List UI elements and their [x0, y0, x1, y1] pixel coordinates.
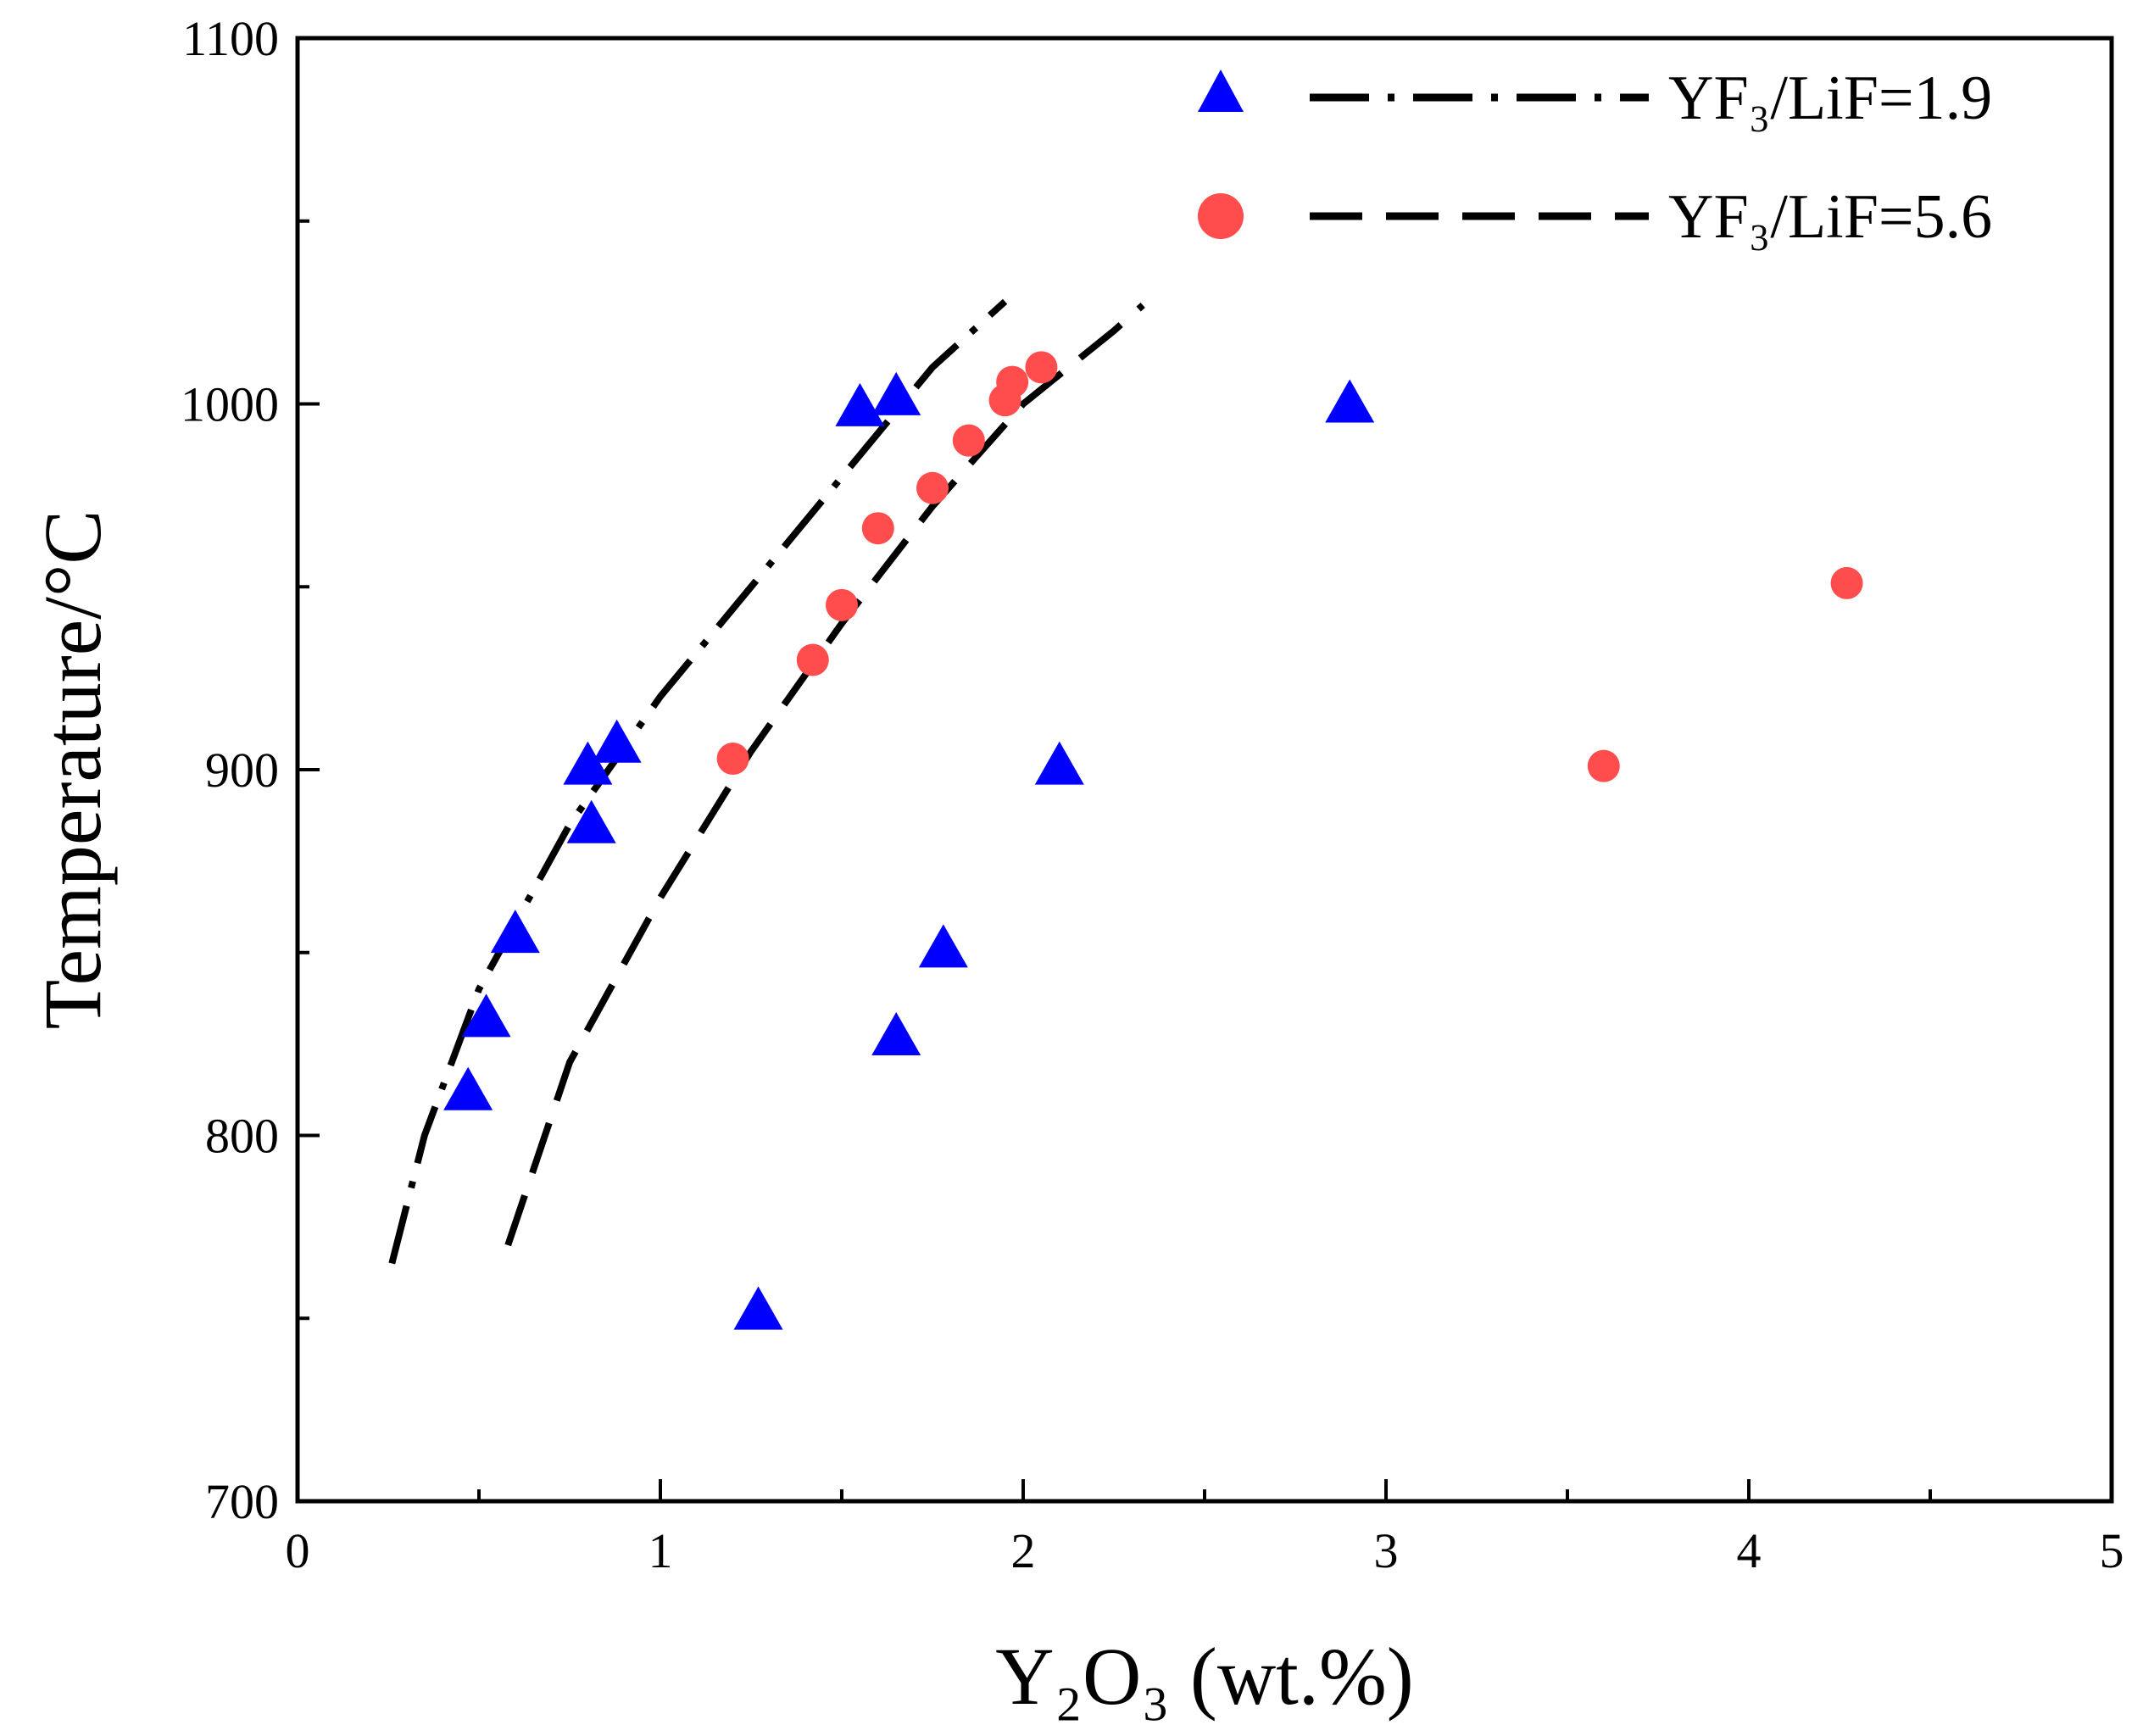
- data-point-series-1: [461, 993, 511, 1038]
- legend-label-series-1: YF₃/LiF=1.9: [1668, 64, 1992, 133]
- legend: YF₃/LiF=1.9 YF₃/LiF=5.6: [1198, 64, 1992, 252]
- fit-curves: [388, 298, 1145, 1265]
- data-point-series-2: [1830, 566, 1863, 599]
- data-point-series-2: [716, 743, 749, 776]
- y-axis-title: Temperature/°C: [27, 510, 118, 1030]
- x-tick-label: 2: [1011, 1523, 1036, 1578]
- x-tick-label: 0: [286, 1523, 310, 1578]
- data-point-series-1: [566, 799, 616, 843]
- y-tick-label: 1000: [181, 377, 279, 432]
- data-point-series-1: [563, 741, 613, 785]
- x-axis-title: Y₂O₃ (wt.%): [995, 1631, 1414, 1722]
- fit-curve-series-1: [388, 298, 1008, 1265]
- data-point-series-1: [871, 1011, 921, 1055]
- x-tick-label: 5: [2100, 1523, 2124, 1578]
- data-point-series-1: [1034, 741, 1084, 785]
- data-point-series-1: [490, 910, 540, 954]
- legend-marker-series-2: [1198, 193, 1244, 239]
- data-point-series-2: [996, 365, 1029, 398]
- plot-frame: [295, 36, 2114, 1504]
- legend-label-series-2: YF₃/LiF=5.6: [1668, 182, 1992, 252]
- data-point-series-2: [952, 424, 985, 457]
- data-series: [443, 351, 1863, 1330]
- axis-ticks: 0 1 2 3 4 5 700 800 900 1000 1100: [181, 11, 2124, 1578]
- fit-curve-series-2: [504, 303, 1145, 1247]
- legend-marker-series-1: [1198, 70, 1244, 112]
- data-point-series-1: [871, 371, 921, 415]
- data-point-series-2: [826, 588, 858, 621]
- data-point-series-1: [592, 719, 642, 763]
- x-tick-label: 3: [1374, 1523, 1399, 1578]
- y-tick-label: 900: [205, 743, 279, 798]
- y-tick-label: 700: [205, 1474, 279, 1529]
- data-point-series-2: [1025, 351, 1058, 384]
- x-tick-label: 1: [648, 1523, 673, 1578]
- data-point-series-1: [835, 382, 885, 426]
- data-point-series-1: [733, 1286, 783, 1330]
- data-point-series-2: [861, 512, 894, 545]
- x-tick-label: 4: [1737, 1523, 1762, 1578]
- data-point-series-2: [1587, 749, 1620, 782]
- data-point-series-1: [918, 924, 968, 968]
- data-point-series-2: [796, 643, 829, 676]
- data-point-series-1: [443, 1066, 493, 1110]
- data-point-series-1: [1325, 379, 1375, 423]
- data-point-series-2: [916, 471, 949, 504]
- y-tick-label: 800: [205, 1109, 279, 1164]
- y-tick-label: 1100: [182, 11, 279, 66]
